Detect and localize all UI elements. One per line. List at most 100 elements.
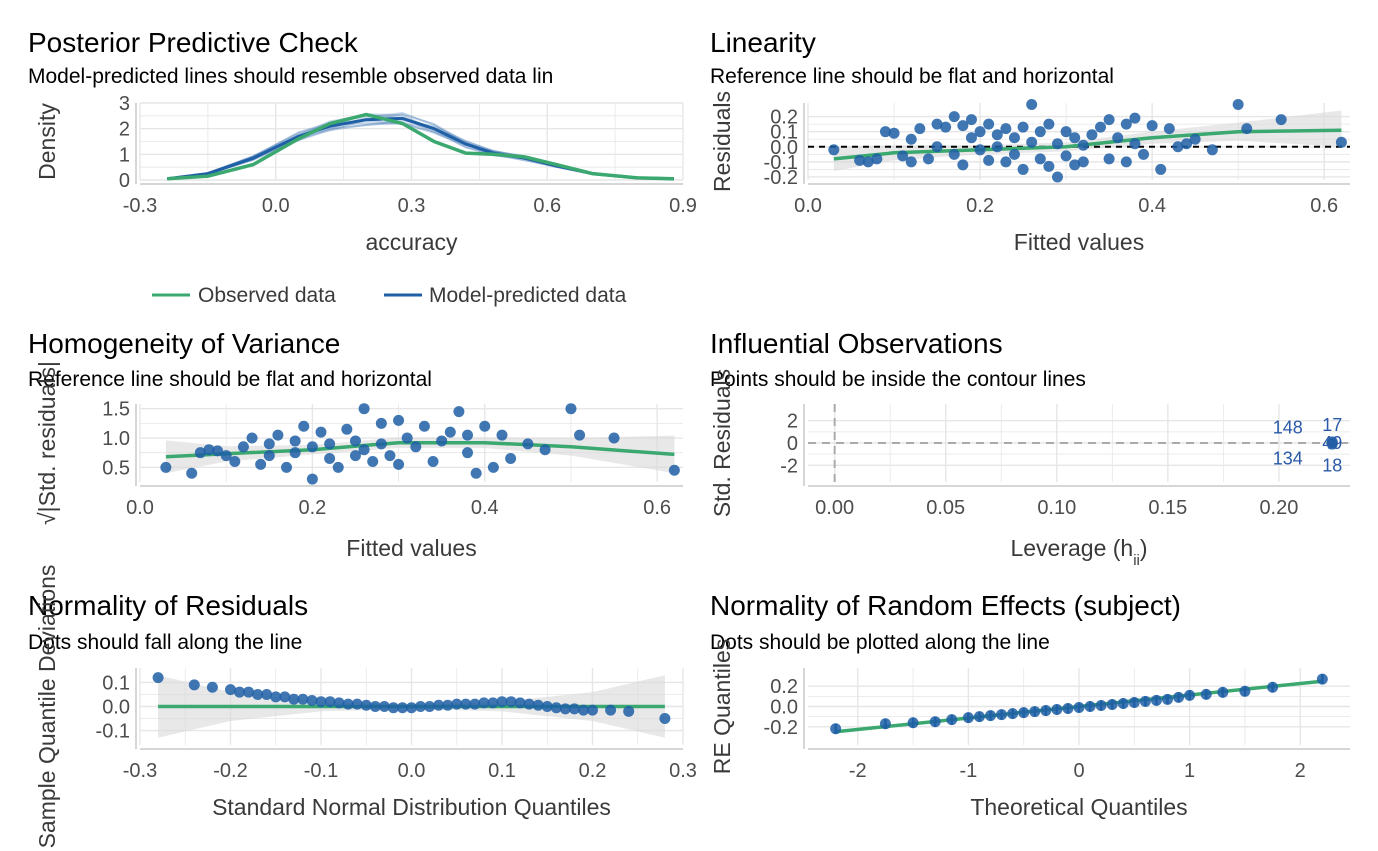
- x-axis-label: Fitted values: [1014, 229, 1144, 255]
- data-point: [351, 698, 363, 710]
- x-axis-label: accuracy: [365, 229, 458, 255]
- data-point: [1267, 681, 1279, 693]
- y-axis-label: Residuals: [709, 91, 735, 192]
- panel-4: Influential Observations Points should be…: [709, 328, 1350, 569]
- legend-label-model: Model-predicted data: [429, 284, 627, 307]
- data-point: [991, 129, 1003, 141]
- data-point: [974, 144, 986, 156]
- data-point: [496, 696, 508, 708]
- data-point: [1189, 133, 1201, 145]
- data-point: [1051, 171, 1063, 183]
- panel-subtitle: Model-predicted lines should resemble ob…: [28, 65, 553, 88]
- x-tick-label: -0.2: [213, 760, 247, 782]
- data-point: [965, 114, 977, 126]
- data-point: [349, 435, 361, 447]
- data-point: [1007, 708, 1019, 720]
- x-tick-label: 0.0: [794, 195, 822, 217]
- data-point: [1200, 688, 1212, 700]
- x-tick-label: 0.05: [926, 497, 965, 519]
- data-point: [1043, 118, 1055, 130]
- data-point: [929, 716, 941, 728]
- data-point: [470, 467, 482, 479]
- data-point: [396, 702, 408, 714]
- data-point: [1069, 132, 1081, 144]
- data-point: [1161, 693, 1173, 705]
- y-axis-label: √|Std. residuals|: [34, 361, 60, 525]
- data-points: [152, 672, 671, 725]
- data-point: [1103, 114, 1115, 126]
- data-point: [922, 153, 934, 165]
- data-point: [212, 445, 224, 457]
- data-point: [1275, 114, 1287, 126]
- y-tick-label: -0.2: [764, 167, 798, 189]
- data-point: [1062, 703, 1074, 715]
- data-point: [152, 672, 164, 684]
- data-point: [1326, 438, 1338, 450]
- data-point: [1103, 153, 1115, 165]
- panel-title: Homogeneity of Variance: [28, 328, 340, 359]
- data-point: [375, 438, 387, 450]
- data-point: [270, 691, 282, 703]
- data-point: [387, 702, 399, 714]
- data-points: [1326, 436, 1338, 450]
- data-point: [1139, 695, 1151, 707]
- data-point: [341, 423, 353, 435]
- data-point: [186, 467, 198, 479]
- y-axis-label: RE Quantiles: [709, 639, 735, 775]
- data-point: [272, 429, 284, 441]
- y-tick-label: 0.5: [102, 457, 130, 479]
- y-tick-label: -0.1: [96, 721, 130, 743]
- y-tick-label: 1.0: [102, 428, 130, 450]
- data-point: [433, 699, 445, 711]
- data-point: [1120, 118, 1132, 130]
- data-point: [324, 453, 336, 465]
- data-point: [905, 133, 917, 145]
- data-point: [1051, 704, 1063, 716]
- data-point: [974, 126, 986, 138]
- panel-subtitle: Reference line should be flat and horizo…: [28, 368, 432, 391]
- data-point: [358, 444, 370, 456]
- data-point: [1029, 706, 1041, 718]
- panel-1: Posterior Predictive Check Model-predicte…: [28, 27, 697, 307]
- x-axis-label-subscript: ii: [1133, 552, 1140, 569]
- x-tick-label: 0.9: [669, 195, 697, 217]
- data-point: [469, 698, 481, 710]
- data-point: [854, 154, 866, 166]
- data-point: [279, 691, 291, 703]
- data-point: [1146, 120, 1158, 132]
- data-point: [871, 153, 883, 165]
- data-point: [427, 455, 439, 467]
- data-point: [315, 696, 327, 708]
- data-point: [342, 698, 354, 710]
- data-point: [289, 447, 301, 459]
- panel-3: Homogeneity of Variance Reference line sh…: [28, 328, 683, 561]
- data-point: [973, 711, 985, 723]
- data-point: [375, 417, 387, 429]
- data-point: [983, 118, 995, 130]
- y-tick-label: 0.0: [102, 697, 130, 719]
- model-draw-line: [167, 121, 674, 180]
- data-point: [1017, 163, 1029, 175]
- data-point: [1000, 156, 1012, 168]
- data-point: [1026, 99, 1038, 111]
- y-tick-label: 0.2: [770, 676, 798, 698]
- panel-title: Posterior Predictive Check: [28, 27, 359, 58]
- x-tick-label: 0.6: [533, 195, 561, 217]
- x-tick-label: 0.6: [1310, 195, 1338, 217]
- data-point: [410, 441, 422, 453]
- point-label: 17: [1322, 415, 1342, 435]
- data-point: [862, 156, 874, 168]
- y-tick-label: 0.1: [102, 672, 130, 694]
- data-point: [1184, 689, 1196, 701]
- x-axis-label: Leverage (hii): [1010, 535, 1147, 569]
- data-point: [369, 701, 381, 712]
- data-point: [188, 679, 200, 691]
- x-tick-label: 0.0: [126, 497, 154, 519]
- x-tick-label: -2: [849, 760, 867, 782]
- data-point: [306, 473, 318, 485]
- data-point: [957, 159, 969, 171]
- legend: Observed data Model-predicted data: [152, 284, 627, 307]
- data-point: [659, 713, 671, 725]
- y-tick-label: -0.1: [764, 152, 798, 174]
- x-tick-label: 0.3: [398, 195, 426, 217]
